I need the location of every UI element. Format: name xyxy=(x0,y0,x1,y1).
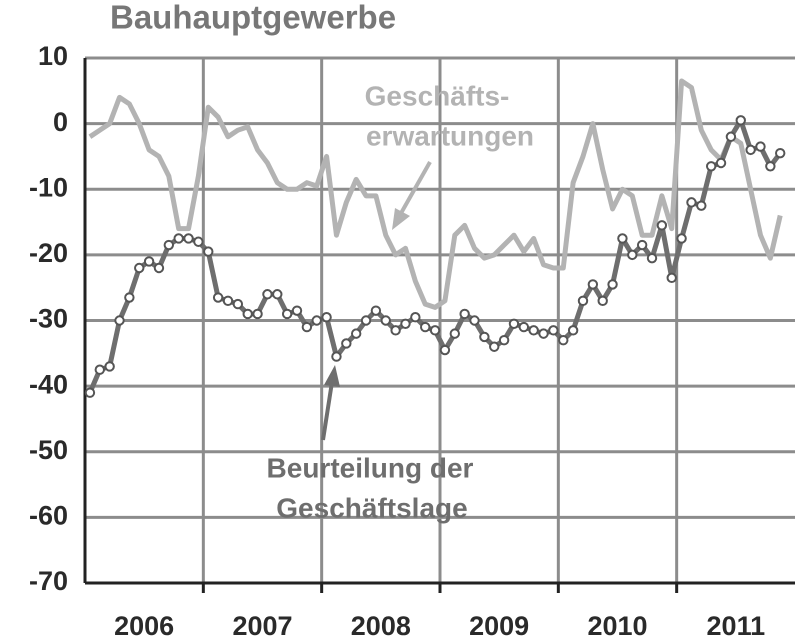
data-point xyxy=(380,315,391,326)
data-point xyxy=(104,361,115,372)
data-point xyxy=(558,334,569,346)
data-point xyxy=(725,131,737,142)
data-point xyxy=(597,295,608,307)
y-tick-label: -20 xyxy=(29,238,68,268)
plot xyxy=(83,56,795,593)
data-point xyxy=(291,305,303,316)
data-point xyxy=(390,325,401,336)
data-point xyxy=(400,318,411,329)
data-point xyxy=(745,144,756,156)
data-point xyxy=(272,289,283,300)
data-point xyxy=(686,197,697,208)
data-point xyxy=(410,312,421,323)
data-point xyxy=(341,338,352,349)
data-point xyxy=(143,256,155,267)
y-tick-label: -40 xyxy=(29,369,68,399)
data-point xyxy=(183,233,194,244)
data-point xyxy=(508,318,520,329)
x-tick-label: 2006 xyxy=(114,611,174,641)
data-point xyxy=(528,325,539,336)
data-point xyxy=(350,328,362,339)
data-point xyxy=(469,315,480,326)
annotation: erwartungen xyxy=(366,120,534,151)
data-point xyxy=(222,295,234,307)
x-tick-label: 2008 xyxy=(351,611,411,641)
y-tick-label: -30 xyxy=(29,304,68,334)
data-point xyxy=(627,249,638,261)
data-point xyxy=(114,315,125,326)
data-point xyxy=(84,387,96,398)
data-point xyxy=(173,233,184,244)
x-tick-label: 2011 xyxy=(707,611,766,641)
data-point xyxy=(676,233,687,244)
data-point xyxy=(449,328,460,339)
data-point xyxy=(775,147,786,159)
data-point xyxy=(459,308,470,320)
data-point xyxy=(242,308,253,320)
data-point xyxy=(656,220,668,231)
data-point xyxy=(538,328,549,339)
x-tick-label: 2009 xyxy=(469,611,529,641)
data-point xyxy=(479,331,490,343)
data-point xyxy=(439,344,451,356)
data-point xyxy=(262,289,273,300)
data-point xyxy=(134,262,145,274)
data-point xyxy=(765,161,776,172)
data-point xyxy=(232,298,244,310)
x-tick-label: 2007 xyxy=(232,611,292,641)
data-point xyxy=(518,321,530,333)
data-point xyxy=(370,305,382,316)
data-point xyxy=(163,239,175,251)
data-point xyxy=(193,236,204,247)
y-tick-label: 0 xyxy=(53,107,68,137)
series-line xyxy=(88,78,783,310)
y-tick-label: -60 xyxy=(29,501,68,531)
data-point xyxy=(203,246,214,257)
data-point xyxy=(321,312,332,323)
y-tick-label: -50 xyxy=(29,435,68,465)
data-point xyxy=(577,295,589,307)
chart-title: Bauhauptgewerbe xyxy=(110,0,396,36)
data-point xyxy=(360,315,372,326)
data-point xyxy=(705,161,717,172)
annotation: Geschäfts- xyxy=(365,80,510,111)
data-point xyxy=(617,233,628,244)
data-point xyxy=(252,308,263,320)
data-point xyxy=(666,272,677,284)
data-point xyxy=(548,325,559,336)
data-point xyxy=(311,315,322,326)
data-point xyxy=(489,341,500,352)
annotation: Beurteilung der xyxy=(267,452,474,483)
y-tick-label: -10 xyxy=(29,172,68,202)
x-tick-label: 2010 xyxy=(587,611,647,641)
data-point xyxy=(212,292,224,303)
arrow xyxy=(321,161,432,441)
data-point xyxy=(420,321,431,333)
data-point xyxy=(755,141,766,152)
data-point xyxy=(567,325,579,336)
data-point xyxy=(646,252,658,264)
data-point xyxy=(331,351,342,362)
data-point xyxy=(696,200,707,211)
data-point xyxy=(301,321,313,333)
data-point xyxy=(587,279,599,290)
y-tick-label: -70 xyxy=(29,566,68,596)
data-point xyxy=(607,279,618,290)
y-tick-label: 10 xyxy=(38,41,68,71)
annotation: Geschäftslage xyxy=(276,492,467,523)
data-point xyxy=(94,364,105,375)
data-point xyxy=(429,325,441,336)
data-point xyxy=(124,292,135,303)
data-point xyxy=(735,115,746,126)
data-point xyxy=(153,262,165,274)
data-point xyxy=(498,334,510,346)
data-point xyxy=(636,239,648,251)
data-point xyxy=(281,308,293,320)
data-point xyxy=(715,157,727,169)
